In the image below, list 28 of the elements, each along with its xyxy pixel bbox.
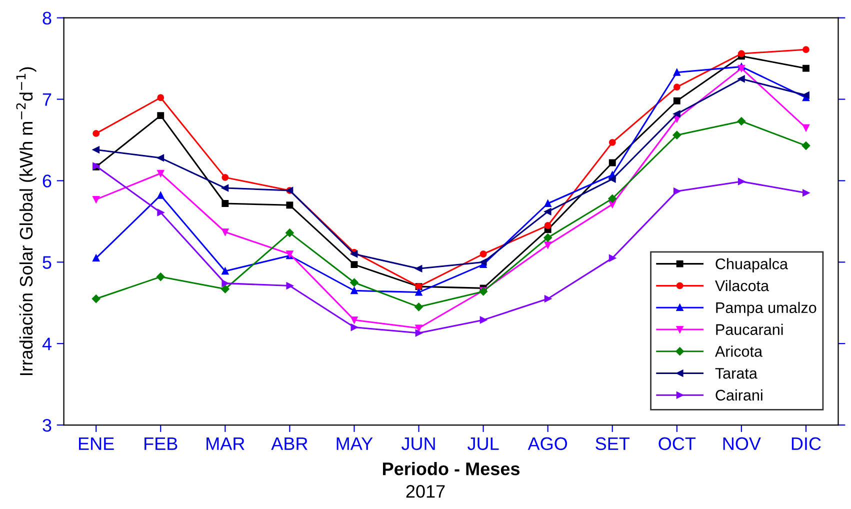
x-tick-label: FEB <box>144 437 178 450</box>
legend-label: Vilacota <box>715 280 770 292</box>
x-tick-label: ABR <box>271 437 308 450</box>
x-tick-label: JUN <box>401 437 435 450</box>
x-axis-title: Periodo - Meses <box>383 462 520 476</box>
x-tick-label: OCT <box>658 437 696 450</box>
legend-label: Chuapalca <box>716 258 788 272</box>
x-tick-label: SET <box>596 437 630 450</box>
x-tick-label: MAR <box>206 437 244 450</box>
x-tick-label: ENE <box>79 437 114 450</box>
legend-label: Cairani <box>716 389 762 401</box>
y-tick-label: 8 <box>42 12 52 25</box>
text: 2017 <box>406 485 445 498</box>
x-tick-label: AGO <box>528 437 568 450</box>
legend-label: Tarata <box>715 368 758 379</box>
legend-label: Pampa umalzo <box>716 302 816 316</box>
x-tick-label: DIC <box>792 437 821 450</box>
y-tick-label: 7 <box>42 93 52 106</box>
y-tick-label: 3 <box>42 418 52 432</box>
x-tick-label: MAY <box>336 437 373 450</box>
y-axis-title: Irradiación Solar Global (kWh m$^{−2}$d$^{−1}$) <box>16 67 36 376</box>
y-tick-label: 4 <box>42 338 52 350</box>
x-tick-label: NOV <box>723 437 761 450</box>
legend-label: Aricota <box>714 346 762 357</box>
y-tick-label: 6 <box>42 174 52 188</box>
legend-label: Paucarani <box>716 324 783 335</box>
x-tick-label: JUL <box>468 437 499 450</box>
y-tick-label: 5 <box>42 256 52 269</box>
